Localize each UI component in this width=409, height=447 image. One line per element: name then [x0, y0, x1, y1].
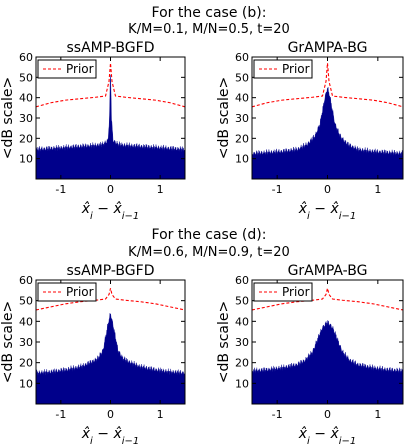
x-axis-label: x̂i − x̂i−1: [298, 426, 357, 447]
legend-box: [253, 59, 313, 79]
y-tick-label: 30: [19, 336, 33, 349]
x-tick-label: 1: [374, 408, 381, 421]
y-tick-label: 50: [19, 295, 33, 308]
y-tick-label: 20: [19, 132, 33, 145]
y-tick-label: 60: [19, 51, 33, 64]
section-b-params: K/M=0.1, M/N=0.5, t=20: [128, 22, 290, 37]
x-tick-label: -1: [272, 408, 283, 421]
prior-line: [35, 63, 186, 108]
section-d-title: For the case (d):: [152, 227, 267, 243]
chart-panel-4: GrAMPA-BG 10 20 30 40 50 60 -1 0 1 <dB scale> x̂i −…: [216, 263, 404, 447]
prior-line: [251, 288, 404, 311]
x-axis-label: x̂i − x̂i−1: [298, 201, 357, 222]
legend-box: [253, 282, 313, 302]
x-axis-label: x̂i − x̂i−1: [81, 201, 140, 222]
y-tick-label: 20: [19, 357, 33, 370]
y-axis-label: <dB scale>: [216, 301, 232, 383]
legend-label-prior: Prior: [66, 62, 94, 76]
legend: Prior: [37, 282, 97, 302]
y-tick-label: 30: [235, 336, 249, 349]
chart-panel-3: ssAMP-BGFD 10 20 30 40 50 60 -1 0 1 <dB scale> x̂i …: [0, 263, 186, 447]
y-tick-label: 50: [235, 295, 249, 308]
x-tick-label: 0: [107, 408, 114, 421]
x-tick-label: -1: [55, 183, 66, 196]
legend: Prior: [253, 59, 313, 79]
y-axis-label: <dB scale>: [216, 77, 232, 159]
legend-label-prior: Prior: [66, 285, 94, 299]
y-tick-label: 30: [19, 112, 33, 125]
y-tick-label: 10: [19, 153, 33, 166]
histogram-area: [251, 87, 404, 180]
chart-title: ssAMP-BGFD: [67, 40, 155, 56]
legend-box: [37, 59, 97, 79]
legend-label-prior: Prior: [282, 285, 310, 299]
y-axis-label: <dB scale>: [0, 77, 16, 159]
prior-line: [251, 63, 404, 108]
x-tick-label: 1: [157, 183, 164, 196]
y-tick-label: 60: [235, 274, 249, 287]
y-tick-label: 50: [235, 71, 249, 84]
chart-title: GrAMPA-BG: [288, 263, 368, 279]
chart-title: GrAMPA-BG: [288, 40, 368, 56]
y-tick-label: 60: [19, 274, 33, 287]
y-tick-label: 50: [19, 71, 33, 84]
legend-label-prior: Prior: [282, 62, 310, 76]
x-tick-label: 0: [324, 183, 331, 196]
histogram-area: [251, 320, 404, 405]
legend: Prior: [37, 59, 97, 79]
chart-panel-2: GrAMPA-BG 10 20 30 40 50 60 -1 0 1 <dB scale> x̂i −…: [216, 40, 404, 222]
y-tick-label: 20: [235, 357, 249, 370]
x-tick-label: 1: [374, 183, 381, 196]
y-tick-label: 40: [19, 92, 33, 105]
chart-panel-1: ssAMP-BGFD 10 20 30 40 50 60 -1 0 1 <dB scale> x̂i …: [0, 40, 186, 222]
y-tick-label: 30: [235, 112, 249, 125]
y-tick-label: 10: [235, 153, 249, 166]
y-tick-label: 40: [235, 92, 249, 105]
section-b-title: For the case (b):: [152, 5, 267, 21]
legend: Prior: [253, 282, 313, 302]
x-tick-label: 1: [157, 408, 164, 421]
section-d-params: K/M=0.6, M/N=0.9, t=20: [128, 245, 290, 260]
x-tick-label: 0: [107, 183, 114, 196]
legend-box: [37, 282, 97, 302]
y-axis-label: <dB scale>: [0, 301, 16, 383]
histogram-area: [35, 312, 186, 405]
chart-title: ssAMP-BGFD: [67, 263, 155, 279]
x-axis-label: x̂i − x̂i−1: [81, 426, 140, 447]
histogram-area: [35, 74, 186, 180]
x-tick-label: -1: [55, 408, 66, 421]
x-tick-label: -1: [272, 183, 283, 196]
y-tick-label: 10: [19, 377, 33, 390]
x-tick-label: 0: [324, 408, 331, 421]
y-tick-label: 40: [19, 315, 33, 328]
y-tick-label: 40: [235, 315, 249, 328]
y-tick-label: 10: [235, 377, 249, 390]
prior-line: [35, 288, 186, 311]
y-tick-label: 60: [235, 51, 249, 64]
y-tick-label: 20: [235, 132, 249, 145]
